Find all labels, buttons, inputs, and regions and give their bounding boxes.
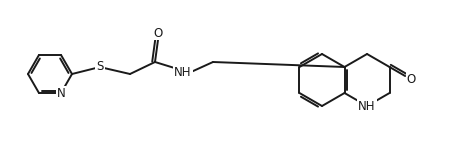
Text: O: O (153, 26, 163, 40)
Text: NH: NH (174, 66, 192, 78)
Text: N: N (57, 87, 66, 100)
Text: O: O (407, 73, 416, 86)
Text: NH: NH (359, 99, 376, 112)
Text: S: S (96, 59, 103, 73)
